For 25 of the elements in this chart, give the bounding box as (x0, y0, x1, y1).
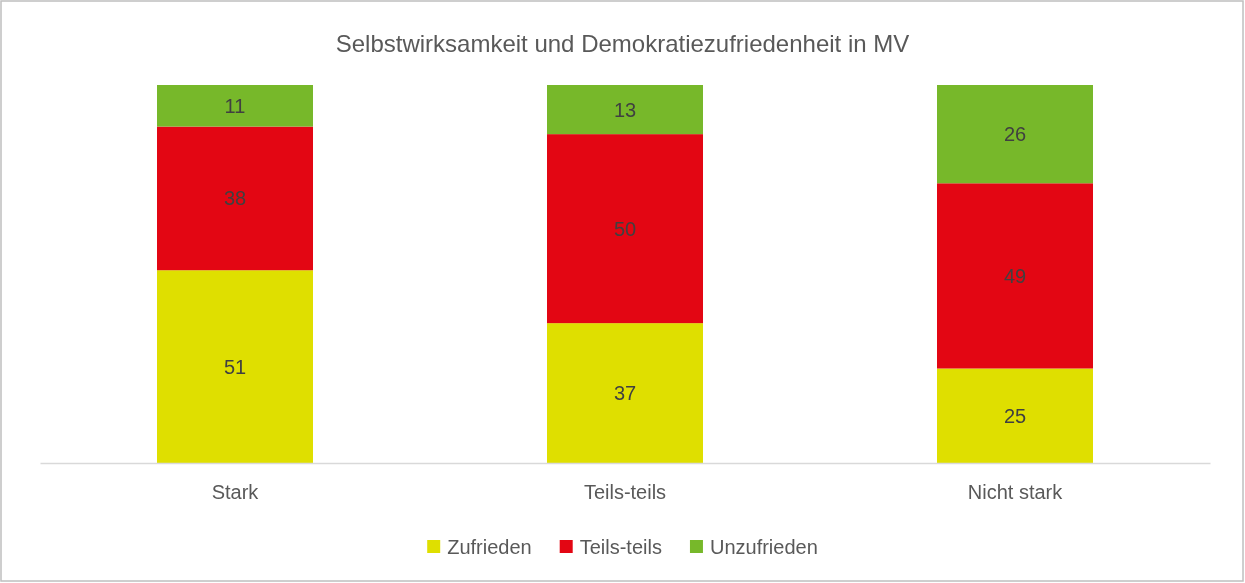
x-tick-label: Teils-teils (583, 481, 667, 504)
data-label: 25 (1003, 404, 1027, 427)
bar (547, 85, 703, 135)
bar (157, 85, 313, 127)
data-label: 38 (223, 187, 247, 210)
bar (157, 270, 313, 463)
bar (937, 368, 1093, 463)
data-label: 51 (223, 355, 247, 378)
x-tick-label: Stark (211, 481, 260, 504)
chart-title: Selbstwirksamkeit und Demokratiezufriedenheit in MV (335, 30, 910, 57)
legend-label: Teils-teils (579, 536, 662, 558)
data-label: 13 (613, 98, 637, 121)
legend-label: Unzufrieden (709, 536, 818, 558)
bar (547, 323, 703, 463)
data-label: 49 (1003, 264, 1027, 287)
x-tick-label: Nicht stark (967, 481, 1064, 504)
bar (937, 85, 1093, 184)
bar (157, 126, 313, 271)
data-label: 37 (613, 382, 637, 405)
data-label: 26 (1003, 123, 1027, 146)
legend-label: Zufrieden (447, 536, 532, 558)
bar (937, 183, 1093, 369)
bar (547, 134, 703, 324)
data-label: 11 (224, 94, 246, 117)
data-label: 50 (613, 217, 637, 240)
